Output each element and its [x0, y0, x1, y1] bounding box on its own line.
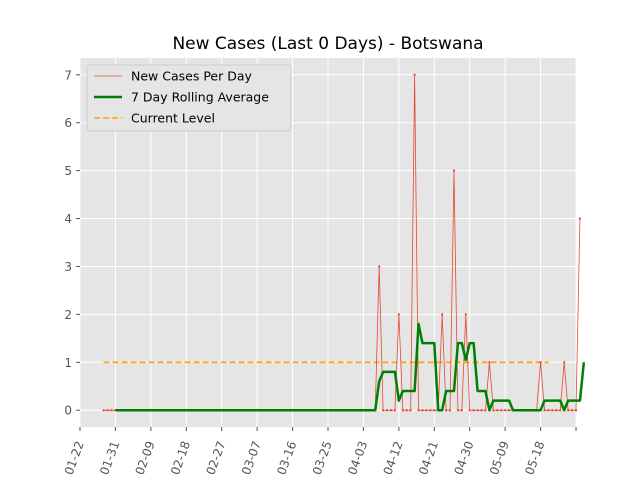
data-point-new-cases — [445, 409, 448, 412]
data-point-new-cases — [484, 409, 487, 412]
legend-label-new-cases: New Cases Per Day — [131, 69, 252, 84]
series-line-rolling-average — [115, 322, 586, 412]
data-point-new-cases — [114, 409, 117, 412]
data-point-new-cases — [472, 409, 475, 412]
data-point-new-cases — [417, 409, 420, 412]
data-point-new-cases — [547, 409, 550, 412]
y-tick-label: 7 — [64, 68, 72, 82]
data-point-new-cases — [476, 409, 479, 412]
data-point-new-cases — [555, 409, 558, 412]
data-point-new-cases — [401, 409, 404, 412]
data-point-new-cases — [409, 409, 412, 412]
y-tick-label: 3 — [64, 260, 72, 274]
data-point-new-cases — [578, 217, 581, 220]
y-axis: 0 1 2 3 4 5 6 7 — [64, 68, 80, 418]
data-point-new-cases — [441, 313, 444, 316]
data-point-new-cases — [378, 265, 381, 268]
data-point-new-cases — [382, 409, 385, 412]
data-point-new-cases — [468, 409, 471, 412]
data-point-new-cases — [413, 73, 416, 76]
legend: New Cases Per Day 7 Day Rolling Average … — [86, 64, 292, 132]
series-group — [102, 73, 586, 412]
data-point-new-cases — [480, 409, 483, 412]
data-point-new-cases — [386, 409, 389, 412]
data-point-new-cases — [106, 409, 109, 412]
data-point-new-cases — [433, 409, 436, 412]
data-point-new-cases — [102, 409, 105, 412]
data-point-new-cases — [488, 361, 491, 364]
data-point-new-cases — [575, 409, 577, 412]
data-point-new-cases — [504, 409, 507, 412]
y-tick-label: 1 — [64, 356, 72, 370]
data-point-new-cases — [405, 409, 408, 412]
data-point-new-cases — [508, 409, 511, 412]
data-point-new-cases — [571, 409, 574, 412]
data-point-new-cases — [563, 361, 566, 364]
data-point-new-cases — [539, 361, 542, 364]
y-tick-label: 6 — [64, 116, 72, 130]
data-point-new-cases — [389, 409, 392, 412]
data-point-new-cases — [393, 409, 396, 412]
data-point-new-cases — [421, 409, 424, 412]
y-tick-label: 2 — [64, 308, 72, 322]
data-point-new-cases — [551, 409, 554, 412]
data-point-new-cases — [456, 409, 459, 412]
legend-label-current-level: Current Level — [131, 111, 215, 126]
data-point-new-cases — [429, 409, 432, 412]
data-point-new-cases — [559, 409, 562, 412]
chart-title: New Cases (Last 0 Days) - Botswana — [172, 34, 483, 54]
data-point-new-cases — [452, 169, 455, 172]
data-point-new-cases — [464, 313, 467, 316]
data-point-new-cases — [397, 313, 400, 316]
data-point-new-cases — [500, 409, 503, 412]
y-tick-label: 5 — [64, 164, 72, 178]
y-tick-label: 0 — [64, 404, 72, 418]
legend-label-rolling-average: 7 Day Rolling Average — [131, 90, 269, 105]
data-point-new-cases — [492, 409, 495, 412]
x-axis: 01-22 01-31 02-09 02-18 02-27 03-07 03-16 03-25… — [62, 427, 577, 477]
data-point-new-cases — [496, 409, 499, 412]
data-point-new-cases — [543, 409, 546, 412]
data-point-new-cases — [425, 409, 428, 412]
legend-box — [86, 64, 292, 132]
data-point-new-cases — [449, 409, 452, 412]
y-tick-label: 4 — [64, 212, 72, 226]
data-point-new-cases — [567, 409, 570, 412]
grid — [79, 58, 577, 427]
data-point-new-cases — [460, 409, 463, 412]
data-point-new-cases — [110, 409, 113, 412]
